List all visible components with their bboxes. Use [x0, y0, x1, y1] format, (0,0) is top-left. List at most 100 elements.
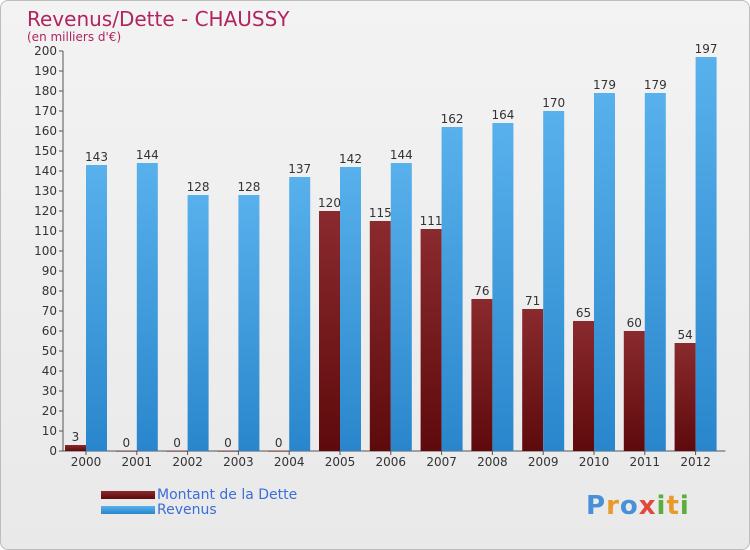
bar-revenue-2007	[441, 127, 463, 451]
data-label-revenue-2005: 142	[339, 152, 362, 166]
data-label-debt-2006: 115	[369, 206, 392, 220]
data-label-revenue-2012: 197	[695, 42, 718, 56]
x-tick-label-2005: 2005	[325, 455, 356, 469]
logo-letter-x: x	[638, 491, 657, 521]
bar-revenue-2004	[289, 177, 311, 451]
bar-revenue-2008	[492, 123, 514, 451]
y-tick-label: 120	[34, 204, 57, 218]
data-label-revenue-2001: 144	[136, 148, 159, 162]
data-label-debt-2009: 71	[525, 294, 540, 308]
bar-debt-2008	[471, 299, 493, 451]
logo-letter-p: P	[586, 491, 607, 521]
legend: Montant de la Dette Revenus	[101, 486, 298, 518]
bar-debt-2011	[623, 331, 645, 451]
legend-item-debt: Montant de la Dette	[101, 486, 298, 503]
bar-debt-2009	[522, 309, 544, 451]
data-label-debt-2001: 0	[122, 436, 130, 450]
legend-swatch-revenue	[101, 505, 155, 514]
legend-label-revenue: Revenus	[157, 501, 217, 518]
data-label-debt-2000: 3	[72, 430, 80, 444]
legend-label-debt: Montant de la Dette	[157, 486, 298, 503]
data-label-revenue-2002: 128	[187, 180, 210, 194]
data-label-revenue-2009: 170	[542, 96, 565, 110]
data-label-revenue-2006: 144	[390, 148, 413, 162]
x-tick-label-2002: 2002	[172, 455, 203, 469]
y-tick-label: 40	[42, 364, 57, 378]
bar-revenue-2009	[543, 111, 565, 451]
bar-revenue-2000	[86, 165, 107, 451]
bar-revenue-2006	[390, 163, 412, 451]
data-label-debt-2010: 65	[576, 306, 591, 320]
x-tick-label-2004: 2004	[274, 455, 305, 469]
data-label-revenue-2004: 137	[288, 162, 311, 176]
y-tick-label: 150	[34, 144, 57, 158]
x-tick-label-2011: 2011	[630, 455, 661, 469]
data-label-revenue-2010: 179	[593, 78, 616, 92]
y-tick-label: 0	[49, 444, 57, 458]
y-tick-label: 190	[34, 64, 57, 78]
data-label-debt-2008: 76	[474, 284, 489, 298]
y-tick-label: 20	[42, 404, 57, 418]
y-tick-label: 140	[34, 164, 57, 178]
bar-debt-2004	[268, 451, 290, 452]
x-tick-label-2001: 2001	[122, 455, 153, 469]
y-tick-label: 30	[42, 384, 57, 398]
y-tick-label: 130	[34, 184, 57, 198]
data-label-debt-2003: 0	[224, 436, 232, 450]
x-tick-label-2010: 2010	[579, 455, 610, 469]
x-tick-label-2009: 2009	[528, 455, 559, 469]
x-tick-label-2012: 2012	[680, 455, 711, 469]
x-tick-label-2008: 2008	[477, 455, 508, 469]
y-tick-label: 60	[42, 324, 57, 338]
logo-letter-o: o	[619, 491, 639, 521]
data-label-debt-2012: 54	[677, 328, 692, 342]
y-tick-label: 100	[34, 244, 57, 258]
y-tick-label: 180	[34, 84, 57, 98]
y-tick-label: 160	[34, 124, 57, 138]
x-tick-label-2003: 2003	[223, 455, 254, 469]
chart-subtitle: (en milliers d'€)	[27, 30, 122, 44]
y-tick-label: 80	[42, 284, 57, 298]
bar-revenue-2002	[187, 195, 209, 451]
bar-debt-2005	[319, 211, 340, 451]
bar-debt-2012	[674, 343, 696, 451]
y-tick-label: 90	[42, 264, 57, 278]
data-label-debt-2004: 0	[275, 436, 283, 450]
bar-revenue-2012	[695, 57, 717, 451]
bar-debt-2010	[573, 321, 594, 451]
bar-revenue-2011	[644, 93, 666, 451]
bar-debt-2001	[115, 451, 137, 452]
legend-swatch-debt	[101, 490, 155, 499]
logo-letter-i2: i	[679, 491, 690, 521]
y-tick-label: 50	[42, 344, 57, 358]
y-tick-label: 10	[42, 424, 57, 438]
data-label-debt-2007: 111	[420, 214, 443, 228]
data-label-revenue-2000: 143	[85, 150, 108, 164]
y-tick-label: 170	[34, 104, 57, 118]
y-tick-label: 70	[42, 304, 57, 318]
bar-debt-2000	[65, 445, 86, 451]
data-label-debt-2005: 120	[318, 196, 341, 210]
logo-letter-i: i	[656, 491, 667, 521]
bar-debt-2003	[217, 451, 239, 452]
bar-revenue-2010	[594, 93, 615, 451]
y-tick-label: 110	[34, 224, 57, 238]
x-tick-label-2007: 2007	[426, 455, 457, 469]
y-tick-label: 200	[34, 44, 57, 58]
bar-revenue-2003	[238, 195, 260, 451]
bar-revenue-2005	[340, 167, 361, 451]
data-label-revenue-2003: 128	[237, 180, 260, 194]
legend-item-revenue: Revenus	[101, 501, 297, 518]
data-label-revenue-2008: 164	[491, 108, 514, 122]
x-tick-label-2000: 2000	[71, 455, 102, 469]
logo-letter-r: r	[606, 491, 620, 521]
data-label-revenue-2007: 162	[441, 112, 464, 126]
bar-revenue-2001	[136, 163, 158, 451]
logo-letter-t: t	[666, 491, 680, 521]
proxiti-logo: Proxiti	[586, 491, 690, 521]
data-label-debt-2002: 0	[173, 436, 181, 450]
bar-debt-2002	[166, 451, 188, 452]
bar-debt-2006	[369, 221, 391, 451]
